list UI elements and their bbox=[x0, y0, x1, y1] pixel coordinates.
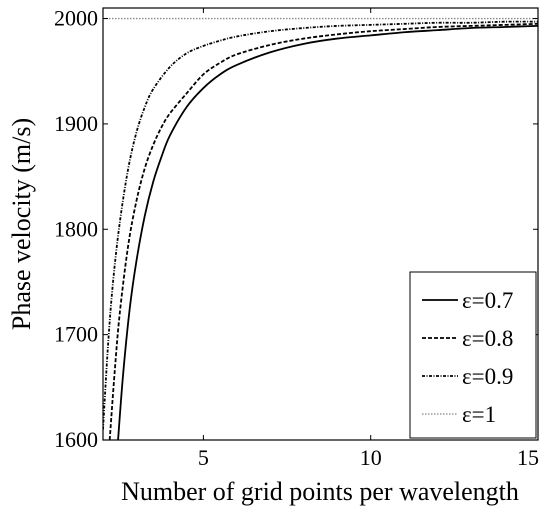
series-line-1 bbox=[117, 25, 538, 440]
y-tick-label: 1900 bbox=[54, 111, 98, 136]
legend-label-3: ε=0.9 bbox=[462, 364, 513, 389]
x-axis-label: Number of grid points per wavelength bbox=[121, 477, 519, 506]
series-line-2 bbox=[108, 22, 538, 440]
legend-label-4: ε=1 bbox=[462, 402, 496, 427]
legend-label-1: ε=0.7 bbox=[462, 288, 513, 313]
y-tick-label: 1600 bbox=[54, 427, 98, 452]
x-tick-label: 15 bbox=[517, 445, 539, 470]
legend-label-2: ε=0.8 bbox=[462, 326, 513, 351]
series-line-3 bbox=[103, 20, 538, 430]
x-tick-label: 5 bbox=[198, 445, 209, 470]
y-tick-label: 2000 bbox=[54, 6, 98, 31]
x-tick-label: 10 bbox=[360, 445, 382, 470]
y-tick-label: 1800 bbox=[54, 216, 98, 241]
y-tick-label: 1700 bbox=[54, 322, 98, 347]
legend: ε=0.7 ε=0.8 ε=0.9 ε=1 bbox=[409, 271, 537, 439]
y-axis-label: Phase velocity (m/s) bbox=[7, 118, 36, 330]
